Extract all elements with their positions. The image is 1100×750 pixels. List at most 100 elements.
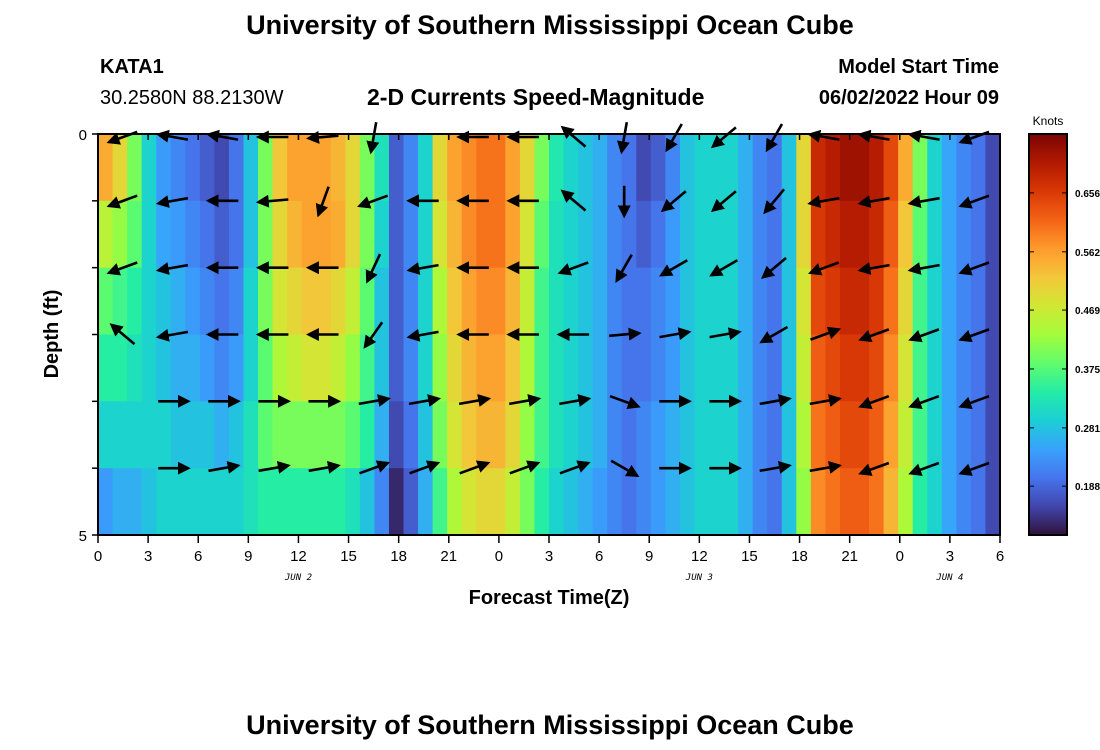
- heatmap-cell: [199, 468, 215, 536]
- colorbar-tick-label: 0.375: [1075, 365, 1100, 376]
- current-vector-arrow: [665, 123, 683, 153]
- current-vector-arrow: [809, 394, 842, 407]
- heatmap-cell: [621, 401, 637, 469]
- heatmap-cell: [650, 468, 666, 536]
- heatmap-cell: [228, 267, 245, 336]
- heatmap-cell: [519, 134, 536, 202]
- heatmap-cell: [272, 200, 288, 269]
- current-vector-arrow: [615, 254, 633, 283]
- current-vector-arrow: [659, 259, 688, 277]
- heatmap-cell: [359, 468, 376, 536]
- heatmap-cell: [679, 267, 696, 336]
- current-vector-arrow: [857, 129, 890, 143]
- heatmap-cell: [883, 134, 899, 202]
- heatmap-cell: [345, 334, 361, 402]
- heatmap-cell: [345, 200, 361, 269]
- x-axis-label: Forecast Time(Z): [469, 587, 630, 609]
- heatmap-cell: [549, 468, 565, 536]
- current-vector-arrow: [810, 326, 842, 341]
- heatmap-cell: [418, 468, 434, 536]
- heatmap-cell: [738, 134, 754, 202]
- heatmap-cell: [898, 401, 914, 469]
- heatmap-cell: [534, 401, 550, 469]
- heatmap-cell: [810, 200, 827, 269]
- heatmap-cell: [578, 401, 594, 469]
- heatmap-cell: [403, 267, 419, 336]
- heatmap-cell: [199, 134, 215, 202]
- heatmap-cell: [490, 134, 506, 202]
- current-vector-arrow: [709, 327, 742, 341]
- heatmap-cell: [185, 134, 201, 202]
- heatmap-cell: [738, 468, 754, 536]
- heatmap-cell: [98, 401, 114, 469]
- heatmap-cell: [767, 267, 783, 336]
- repeated-title: University of Southern Mississippi Ocean…: [246, 710, 854, 740]
- heatmap-cell: [316, 334, 332, 402]
- heatmap-cell: [927, 401, 943, 469]
- heatmap-cell: [985, 200, 1001, 269]
- heatmap-cell: [156, 401, 172, 469]
- heatmap-cell: [505, 468, 521, 536]
- heatmap-cell: [359, 267, 376, 336]
- heatmap-cell: [941, 334, 957, 402]
- current-vector-arrow: [958, 194, 990, 209]
- heatmap-cell: [898, 134, 914, 202]
- heatmap-cell: [505, 134, 521, 202]
- heatmap-cell: [825, 334, 841, 402]
- heatmap-cell: [563, 134, 579, 202]
- current-vector-arrow: [807, 195, 840, 209]
- current-vector-arrow: [610, 459, 640, 477]
- heatmap-cell: [534, 200, 550, 269]
- heatmap-cell: [185, 200, 201, 269]
- heatmap-cell: [912, 200, 928, 269]
- heatmap-cell: [592, 334, 608, 402]
- heatmap-cell: [694, 134, 710, 202]
- current-vector-arrow: [408, 394, 442, 407]
- heatmap-cell: [141, 267, 157, 336]
- heatmap-cell: [476, 401, 492, 469]
- heatmap-cell: [956, 401, 972, 469]
- heatmap-cell: [98, 334, 114, 402]
- heatmap-cell: [636, 134, 652, 202]
- current-vector-arrow: [759, 325, 789, 344]
- current-vector-arrow: [660, 190, 687, 213]
- heatmap-cell: [272, 334, 288, 402]
- heatmap-cell: [432, 401, 448, 469]
- current-vector-arrow: [759, 460, 792, 474]
- heatmap-cell: [767, 401, 783, 469]
- heatmap-cell: [781, 334, 797, 402]
- heatmap-cell: [636, 267, 652, 336]
- heatmap-cell: [359, 200, 376, 269]
- heatmap-cell: [228, 468, 245, 536]
- current-vector-arrow: [857, 262, 890, 275]
- heatmap-cell: [388, 468, 405, 536]
- heatmap-cell: [709, 134, 725, 202]
- heatmap-cell: [156, 134, 172, 202]
- heatmap-cell: [665, 267, 681, 336]
- heatmap-cell: [694, 267, 710, 336]
- heatmap-cell: [912, 468, 928, 536]
- heatmap-cell: [272, 267, 288, 336]
- heatmap-cell: [301, 468, 317, 536]
- heatmap-cells: [98, 134, 1001, 536]
- heatmap-cell: [723, 334, 739, 402]
- current-vector-arrow: [560, 125, 587, 148]
- heatmap-cell: [854, 200, 870, 269]
- heatmap-cell: [345, 401, 361, 469]
- heatmap-cell: [563, 200, 579, 269]
- heatmap-cell: [912, 134, 928, 202]
- heatmap-cell: [287, 267, 303, 336]
- heatmap-cell: [432, 267, 448, 336]
- heatmap-cell: [592, 267, 608, 336]
- heatmap-cell: [694, 334, 710, 402]
- heatmap-cell: [258, 267, 274, 336]
- heatmap-cell: [694, 468, 710, 536]
- heatmap-cell: [243, 267, 259, 336]
- heatmap-cell: [825, 468, 841, 536]
- current-vector-arrow: [710, 190, 737, 213]
- heatmap-cell: [636, 468, 652, 536]
- heatmap-cell: [519, 468, 536, 536]
- heatmap-cell: [665, 134, 681, 202]
- heatmap-cell: [112, 334, 128, 402]
- current-vector-arrow: [709, 259, 739, 277]
